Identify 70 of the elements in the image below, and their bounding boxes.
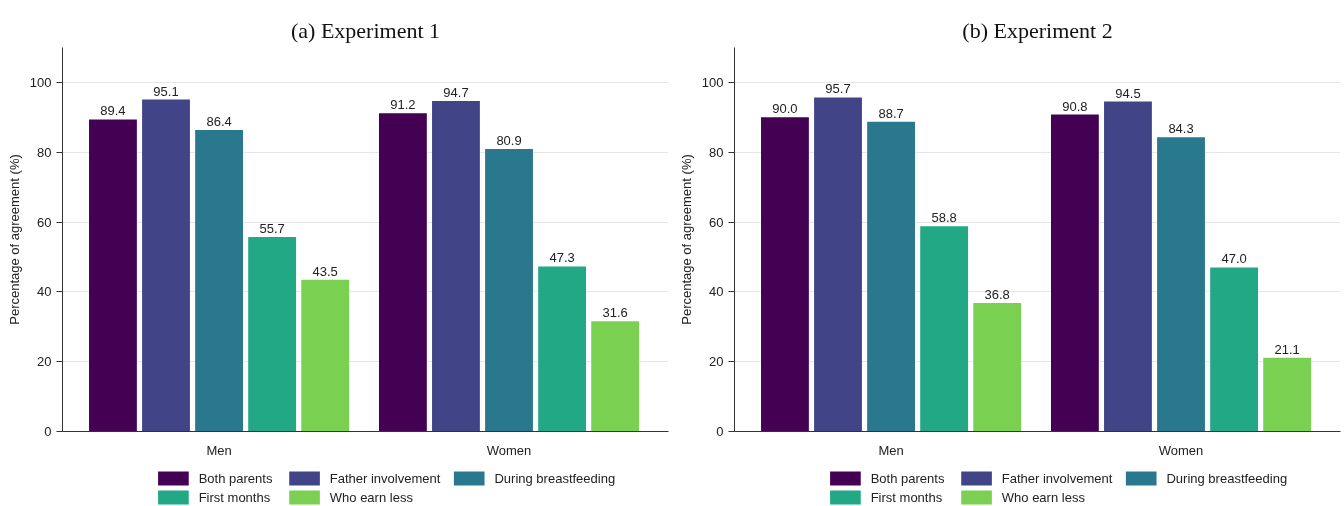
y-tick-label: 40 [709, 284, 724, 300]
bar [432, 100, 480, 432]
bar [1050, 114, 1099, 432]
data-label: 31.6 [602, 305, 628, 321]
data-label: 90.8 [1062, 98, 1088, 114]
data-label: 89.4 [100, 103, 126, 119]
chart-title: (b) Experiment 2 [962, 17, 1113, 43]
data-label: 58.8 [931, 210, 957, 226]
y-axis-title: Percentage of agreement (%) [6, 154, 22, 325]
data-label: 94.5 [1115, 85, 1141, 101]
data-label: 55.7 [259, 221, 285, 237]
legend-label: During breastfeeding [1166, 471, 1288, 486]
y-tick-label: 0 [44, 424, 52, 439]
bar [1263, 357, 1312, 432]
chart-title: (a) Experiment 1 [290, 17, 441, 43]
data-label: 80.9 [496, 133, 522, 149]
y-axis-title: Percentage of agreement (%) [678, 154, 694, 325]
bar [920, 226, 969, 432]
data-label: 90.0 [772, 101, 798, 117]
legend-label: Father involvement [1001, 471, 1113, 486]
legend-label: Father involvement [329, 471, 441, 486]
data-label: 94.7 [443, 84, 469, 100]
y-tick-label: 100 [701, 74, 724, 90]
x-tick-label: Men [206, 442, 232, 458]
y-tick-label: 0 [716, 424, 724, 439]
legend-label: First months [870, 490, 943, 505]
data-label: 36.8 [984, 287, 1010, 303]
y-tick-label: 80 [37, 144, 52, 160]
y-tick-label: 60 [37, 214, 52, 230]
data-label: 95.7 [825, 81, 851, 97]
bar [301, 279, 350, 432]
legend-label: Both parents [870, 471, 945, 486]
x-tick-label: Women [486, 442, 532, 458]
bar [761, 117, 809, 432]
bar [485, 149, 533, 432]
data-label: 43.5 [312, 263, 338, 279]
data-label: 88.7 [878, 105, 904, 121]
bar [248, 237, 297, 432]
bar [1157, 137, 1205, 432]
y-tick-label: 60 [709, 214, 724, 230]
bar [1104, 101, 1152, 432]
bar [867, 121, 915, 432]
data-label: 91.2 [390, 97, 416, 113]
legend-label: First months [198, 490, 271, 505]
data-label: 95.1 [153, 83, 179, 99]
y-tick-label: 20 [709, 354, 724, 370]
bar [973, 303, 1022, 432]
y-tick-label: 20 [37, 354, 52, 370]
data-label: 84.3 [1168, 121, 1194, 137]
bar [814, 97, 862, 432]
data-label: 47.3 [549, 250, 575, 266]
y-tick-label: 40 [37, 284, 52, 300]
bar [89, 119, 137, 432]
x-tick-label: Women [1158, 442, 1204, 458]
legend-label: Who earn less [1001, 490, 1086, 505]
legend-label: Who earn less [329, 490, 414, 505]
bar [142, 99, 190, 432]
legend-label: Both parents [198, 471, 273, 486]
x-tick-label: Men [878, 442, 904, 458]
bar [538, 266, 587, 432]
legend-label: During breastfeeding [494, 471, 616, 486]
bar [378, 113, 427, 432]
data-label: 86.4 [206, 113, 232, 129]
bar [1210, 267, 1259, 432]
bar [195, 129, 243, 432]
bar [591, 321, 640, 432]
y-tick-label: 80 [709, 144, 724, 160]
y-tick-label: 100 [29, 74, 52, 90]
data-label: 47.0 [1221, 251, 1247, 267]
data-label: 21.1 [1274, 341, 1300, 357]
